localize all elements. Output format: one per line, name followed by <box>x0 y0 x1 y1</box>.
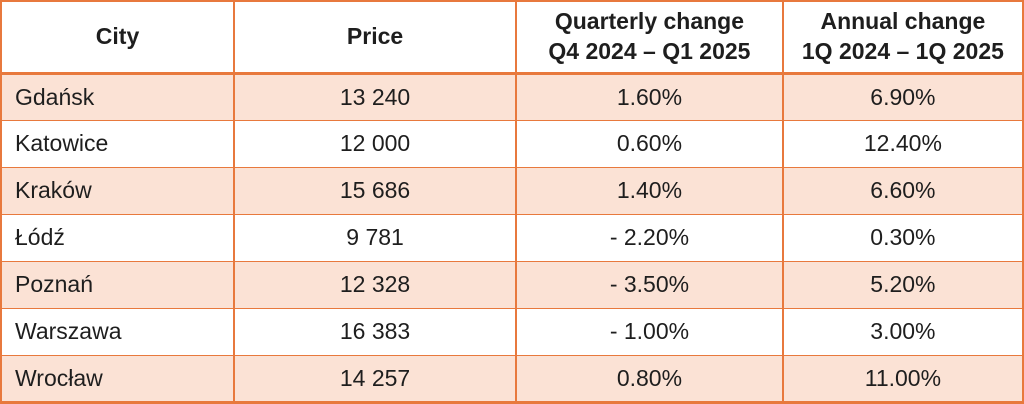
city-cell: Warszawa <box>0 307 236 356</box>
city-cell: Kraków <box>0 166 236 215</box>
city-cell: Katowice <box>0 119 236 168</box>
header-annual-change: Annual change 1Q 2024 – 1Q 2025 <box>781 0 1024 75</box>
quarterly-change-cell: - 3.50% <box>515 260 784 309</box>
header-city: City <box>0 0 236 75</box>
price-cell: 16 383 <box>233 307 518 356</box>
header-quarterly-change-period: Q4 2024 – Q1 2025 <box>548 37 751 64</box>
table-row: Łódź 9 781 - 2.20% 0.30% <box>0 213 1024 262</box>
quarterly-change-cell: 0.80% <box>515 354 784 404</box>
quarterly-change-cell: 1.60% <box>515 72 784 121</box>
header-price: Price <box>233 0 518 75</box>
annual-change-cell: 11.00% <box>781 354 1024 404</box>
header-city-label: City <box>95 23 140 50</box>
price-cell: 14 257 <box>233 354 518 404</box>
city-cell: Poznań <box>0 260 236 309</box>
table-row: Kraków 15 686 1.40% 6.60% <box>0 166 1024 215</box>
annual-change-cell: 5.20% <box>781 260 1024 309</box>
header-annual-change-period: 1Q 2024 – 1Q 2025 <box>801 37 1004 64</box>
table-row: Wrocław 14 257 0.80% 11.00% <box>0 354 1024 404</box>
annual-change-cell: 12.40% <box>781 119 1024 168</box>
quarterly-change-cell: 1.40% <box>515 166 784 215</box>
city-cell: Gdańsk <box>0 72 236 121</box>
quarterly-change-cell: - 2.20% <box>515 213 784 262</box>
quarterly-change-cell: - 1.00% <box>515 307 784 356</box>
table-row: Warszawa 16 383 - 1.00% 3.00% <box>0 307 1024 356</box>
price-cell: 12 328 <box>233 260 518 309</box>
table-header: City Price Quarterly change Q4 2024 – Q1… <box>0 0 1024 75</box>
price-cell: 15 686 <box>233 166 518 215</box>
city-cell: Wrocław <box>0 354 236 404</box>
header-price-label: Price <box>346 23 404 50</box>
price-cell: 13 240 <box>233 72 518 121</box>
city-cell: Łódź <box>0 213 236 262</box>
table-row: Poznań 12 328 - 3.50% 5.20% <box>0 260 1024 309</box>
annual-change-cell: 3.00% <box>781 307 1024 356</box>
table-row: Katowice 12 000 0.60% 12.40% <box>0 119 1024 168</box>
header-quarterly-change-label: Quarterly change <box>554 8 745 35</box>
quarterly-change-cell: 0.60% <box>515 119 784 168</box>
header-row: City Price Quarterly change Q4 2024 – Q1… <box>0 0 1024 75</box>
table-row: Gdańsk 13 240 1.60% 6.90% <box>0 72 1024 121</box>
annual-change-cell: 0.30% <box>781 213 1024 262</box>
table-body: Gdańsk 13 240 1.60% 6.90% Katowice 12 00… <box>0 72 1024 404</box>
price-cell: 12 000 <box>233 119 518 168</box>
annual-change-cell: 6.60% <box>781 166 1024 215</box>
header-quarterly-change: Quarterly change Q4 2024 – Q1 2025 <box>515 0 784 75</box>
annual-change-cell: 6.90% <box>781 72 1024 121</box>
price-cell: 9 781 <box>233 213 518 262</box>
header-annual-change-label: Annual change <box>820 8 986 35</box>
